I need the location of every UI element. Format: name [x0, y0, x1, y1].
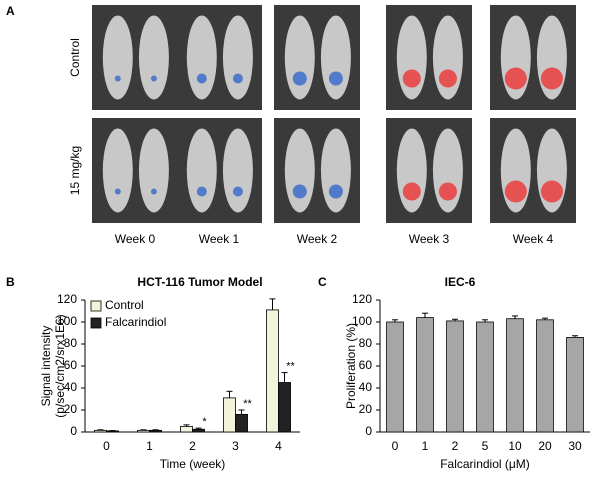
significance-mark: ** [286, 361, 295, 373]
tumor-signal [504, 67, 527, 90]
legend-label: Control [105, 298, 144, 312]
y-tick-label: 20 [359, 402, 373, 416]
y-tick-label: 20 [64, 402, 78, 416]
mouse [186, 15, 217, 100]
chart-title: HCT-116 Tumor Model [137, 275, 262, 289]
y-tick-label: 60 [64, 358, 78, 372]
y-tick-label: 60 [359, 358, 373, 372]
tumor-signal [438, 182, 457, 201]
mouse [320, 15, 351, 100]
bar [94, 429, 107, 433]
mouse [284, 128, 315, 213]
x-tick-label: 1 [422, 439, 429, 453]
x-axis-label: Time (week) [160, 457, 226, 471]
column-label: Week 0 [115, 232, 156, 246]
column-label: Week 2 [297, 232, 338, 246]
y-tick-label: 0 [365, 424, 372, 438]
tumor-signal [402, 182, 421, 201]
x-tick-label: 10 [508, 439, 522, 453]
tumor-signal [402, 69, 421, 88]
x-tick-label: 3 [232, 439, 239, 453]
row-label: 15 mg/kg [68, 146, 82, 195]
bar [476, 321, 494, 433]
bar [446, 320, 464, 433]
bar [149, 429, 162, 433]
mouse [222, 15, 253, 100]
chart-title: IEC-6 [445, 275, 476, 289]
mouse [138, 15, 169, 100]
tumor-signal [292, 184, 307, 199]
significance-mark: ** [243, 398, 252, 410]
bar [180, 426, 193, 433]
y-tick-label: 80 [359, 336, 373, 350]
panel-label: A [6, 4, 15, 18]
x-tick-label: 30 [568, 439, 582, 453]
bar [536, 319, 554, 433]
mouse [138, 128, 169, 213]
y-tick-label: 100 [57, 314, 77, 328]
mouse [186, 128, 217, 213]
x-tick-label: 1 [146, 439, 153, 453]
mouse [222, 128, 253, 213]
y-tick-label: 40 [64, 380, 78, 394]
y-axis-label: Signal intensity [39, 326, 53, 407]
bar [278, 382, 291, 433]
mouse [320, 128, 351, 213]
panel-label: B [6, 275, 15, 289]
tumor-signal [504, 180, 527, 203]
mouse [102, 128, 133, 213]
x-tick-label: 0 [392, 439, 399, 453]
tumor-signal [114, 75, 121, 82]
tumor-signal [292, 71, 307, 86]
significance-mark: * [202, 416, 207, 428]
x-tick-label: 2 [452, 439, 459, 453]
y-axis-label: (p/sec/cm2/srx1E6) [53, 314, 67, 417]
x-axis-label: Falcarindiol (μM) [440, 457, 530, 471]
legend-swatch [90, 300, 102, 312]
bar [192, 428, 205, 433]
y-tick-label: 0 [70, 424, 77, 438]
x-tick-label: 2 [189, 439, 196, 453]
tumor-signal [540, 67, 563, 90]
tumor-signal [150, 75, 157, 82]
y-tick-label: 120 [57, 292, 77, 306]
bar [416, 317, 434, 433]
column-label: Week 3 [409, 232, 450, 246]
tumor-signal [438, 69, 457, 88]
bar [223, 397, 236, 433]
mouse [284, 15, 315, 100]
tumor-signal [328, 71, 343, 86]
tumor-signal [540, 180, 563, 203]
bar [137, 429, 150, 433]
tumor-signal [328, 184, 343, 199]
x-tick-label: 5 [482, 439, 489, 453]
column-label: Week 1 [199, 232, 240, 246]
y-tick-label: 40 [359, 380, 373, 394]
x-tick-label: 4 [275, 439, 282, 453]
y-axis-label: Proliferation (%) [344, 323, 358, 409]
column-label: Week 4 [513, 232, 554, 246]
y-tick-label: 120 [352, 292, 372, 306]
row-label: Control [68, 38, 82, 77]
tumor-signal [232, 186, 243, 197]
bar [266, 309, 279, 433]
tumor-signal [114, 188, 121, 195]
y-tick-label: 100 [352, 314, 372, 328]
x-tick-label: 0 [103, 439, 110, 453]
tumor-signal [232, 73, 243, 84]
panel-label: C [318, 275, 327, 289]
bar [235, 413, 248, 433]
legend-swatch [90, 317, 102, 329]
tumor-signal [196, 73, 207, 84]
y-tick-label: 80 [64, 336, 78, 350]
bar [386, 321, 404, 433]
bar [506, 318, 524, 433]
legend-label: Falcarindiol [105, 315, 166, 329]
tumor-signal [150, 188, 157, 195]
tumor-signal [196, 186, 207, 197]
mouse [102, 15, 133, 100]
x-tick-label: 20 [538, 439, 552, 453]
bar [566, 336, 584, 433]
